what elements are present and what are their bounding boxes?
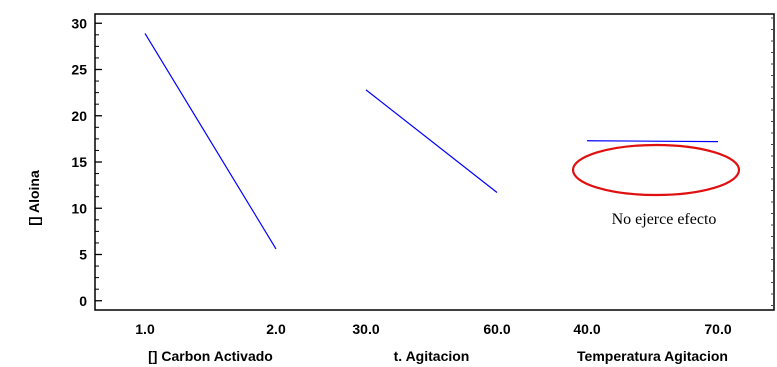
x-tick-label-low: 1.0 xyxy=(135,321,155,337)
x-axis-ticks: 1.0 2.0 [] Carbon Activado 30.0 60.0 t. Agita… xyxy=(135,321,732,364)
main-effect-line xyxy=(586,140,719,143)
y-tick-label: 0 xyxy=(79,293,87,309)
factor-label: [] Carbon Activado xyxy=(148,348,273,364)
x-tick-label-high: 60.0 xyxy=(483,321,510,337)
y-tick-label: 15 xyxy=(71,154,87,170)
factor-label: Temperatura Agitacion xyxy=(577,348,728,364)
y-axis-ticks: 0 5 10 15 20 25 30 xyxy=(71,15,102,309)
no-effect-ellipse xyxy=(571,143,741,197)
x-tick-label-high: 2.0 xyxy=(266,321,286,337)
y-axis-label: [] Aloina xyxy=(26,170,42,226)
y-tick-label: 10 xyxy=(71,200,87,216)
no-effect-annotation: No ejerce efecto xyxy=(612,211,717,228)
x-tick-label-low: 40.0 xyxy=(573,321,600,337)
x-tick-label-low: 30.0 xyxy=(352,321,379,337)
effect-lines xyxy=(144,33,719,250)
factor-label: t. Agitacion xyxy=(394,348,470,364)
y-tick-label: 25 xyxy=(71,62,87,78)
x-tick-label-high: 70.0 xyxy=(704,321,731,337)
y-tick-label: 5 xyxy=(79,247,87,263)
right-axis-dotted-ticks xyxy=(771,17,774,306)
main-effect-line xyxy=(144,33,277,250)
main-effect-line xyxy=(365,89,498,193)
y-tick-label: 30 xyxy=(71,15,87,31)
y-tick-label: 20 xyxy=(71,108,87,124)
plot-frame xyxy=(94,13,775,311)
